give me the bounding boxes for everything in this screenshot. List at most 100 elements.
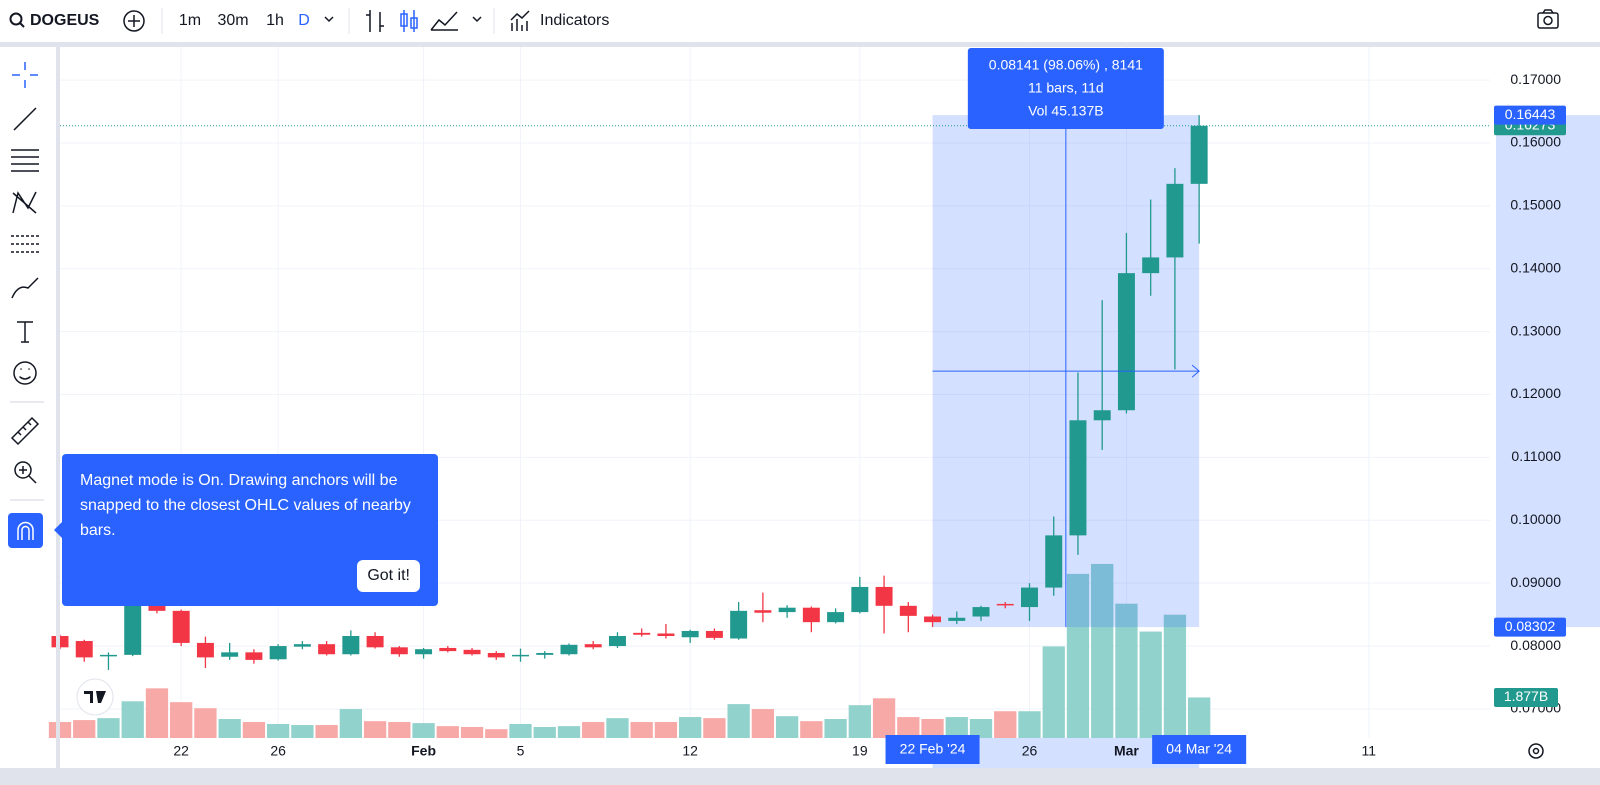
- bottom-border: [0, 768, 1600, 785]
- area-style[interactable]: [430, 11, 458, 31]
- candle-body: [1021, 587, 1038, 608]
- measure-low-label: 0.08302: [1505, 618, 1556, 634]
- volume-bar: [945, 717, 968, 738]
- y-tick-label: 0.14000: [1510, 259, 1561, 275]
- candle-body: [1117, 273, 1135, 411]
- candle-body: [196, 642, 214, 658]
- interval-active[interactable]: D: [298, 12, 310, 29]
- got-it-button[interactable]: Got it!: [357, 560, 420, 592]
- interval[interactable]: 1m: [179, 12, 201, 29]
- y-tick-label: 0.15000: [1510, 197, 1561, 213]
- volume-bar: [994, 711, 1017, 738]
- left-toolbar-border: [56, 47, 60, 785]
- magnet-button[interactable]: [8, 513, 43, 548]
- x-tick-label: 12: [682, 743, 698, 759]
- candle-body: [99, 654, 117, 657]
- ruler-tool[interactable]: [10, 416, 40, 446]
- emoji-tool[interactable]: [13, 361, 37, 385]
- candle-body: [75, 641, 93, 658]
- indicators-button[interactable]: Indicators: [510, 10, 609, 31]
- screenshot-button[interactable]: [1537, 9, 1559, 29]
- volume-bar: [751, 709, 775, 738]
- settings-button[interactable]: [1528, 743, 1544, 759]
- symbol-search[interactable]: DOGEUS: [9, 12, 100, 29]
- candle-body: [827, 612, 845, 623]
- measure-date-box: [885, 735, 980, 764]
- volume-bar: [194, 708, 217, 738]
- volume-bar: [897, 717, 920, 738]
- volume-bar: [1042, 646, 1065, 738]
- volume-bar: [315, 725, 338, 738]
- candle-body: [536, 652, 554, 655]
- symbol[interactable]: DOGEUS: [30, 12, 100, 29]
- volume-bar: [1115, 603, 1138, 738]
- measure-info-line: Vol 45.137B: [1028, 103, 1104, 119]
- x-tick-label: 22: [173, 743, 189, 759]
- x-tick-label: 26: [1022, 743, 1038, 759]
- measure-date-label: 22 Feb '24: [900, 741, 966, 757]
- candle-body: [293, 644, 311, 647]
- volume-bar: [339, 709, 362, 738]
- zoom-tool[interactable]: [14, 461, 32, 479]
- crosshair-tool[interactable]: [12, 62, 38, 88]
- indicators-label[interactable]: Indicators: [540, 12, 609, 29]
- chart-type-menu[interactable]: [472, 16, 482, 23]
- volume-bar: [533, 726, 556, 738]
- bars-style[interactable]: [366, 10, 384, 32]
- volume-bar: [824, 718, 847, 738]
- volume-bar: [921, 718, 944, 738]
- interval[interactable]: 30m: [217, 12, 248, 29]
- x-tick-label: Feb: [411, 743, 436, 759]
- candle-body: [802, 607, 820, 623]
- volume-bar: [1188, 697, 1211, 738]
- volume-bar: [1163, 614, 1187, 738]
- y-tick-label: 0.08000: [1510, 637, 1561, 653]
- measure-high-label-box: [1494, 105, 1566, 125]
- measure-info-line: 11 bars, 11d: [1028, 80, 1104, 96]
- volume-bar: [170, 702, 193, 738]
- candle-body: [996, 603, 1014, 606]
- candle-body: [754, 610, 772, 613]
- volume-bar: [969, 718, 993, 738]
- tooltip-text: Magnet mode is On. Drawing anchors will …: [80, 472, 411, 539]
- volume-bar: [97, 718, 120, 738]
- fib-tool[interactable]: [11, 149, 39, 172]
- x-tick-label: 5: [517, 743, 525, 759]
- volume-bar: [412, 723, 435, 738]
- measure-date-box: [1152, 735, 1247, 764]
- candle-body: [366, 635, 384, 648]
- text-tool[interactable]: [17, 321, 33, 343]
- candles-style[interactable]: [400, 10, 418, 32]
- candle-body: [633, 632, 651, 635]
- candle-body: [948, 617, 966, 621]
- candle-body: [851, 586, 869, 613]
- candle-body: [1069, 420, 1087, 536]
- candle-body: [415, 649, 433, 655]
- compare-button[interactable]: [123, 10, 145, 32]
- candle-body: [487, 652, 505, 658]
- volume-bar: [436, 726, 459, 738]
- volume-bar: [363, 721, 387, 738]
- interval-menu[interactable]: [324, 16, 334, 23]
- volume-label-box: [1494, 687, 1558, 707]
- pattern-tool[interactable]: [12, 191, 37, 214]
- candle-body: [1166, 183, 1184, 258]
- candle-body: [124, 605, 142, 655]
- candle-body: [342, 635, 360, 655]
- y-tick-label: 0.12000: [1510, 385, 1561, 401]
- volume-bar: [460, 726, 484, 738]
- candle-body: [172, 610, 190, 643]
- brush-tool[interactable]: [11, 277, 39, 299]
- interval[interactable]: 1h: [266, 12, 284, 29]
- candle-body: [439, 647, 457, 652]
- trend-line-tool[interactable]: [13, 107, 37, 131]
- logo[interactable]: [76, 678, 114, 716]
- volume-bar: [630, 722, 653, 738]
- volume-bar: [654, 722, 678, 738]
- volume-bar: [872, 698, 896, 738]
- volume-bar: [388, 722, 411, 738]
- y-tick-label: 0.17000: [1510, 71, 1561, 87]
- y-tick-label: 0.11000: [1511, 448, 1561, 464]
